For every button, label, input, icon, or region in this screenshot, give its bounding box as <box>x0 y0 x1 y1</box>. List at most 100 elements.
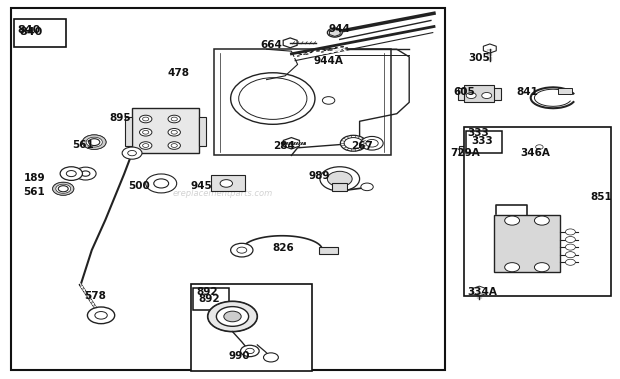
Circle shape <box>122 147 142 159</box>
Circle shape <box>463 149 470 154</box>
Text: 346A: 346A <box>521 148 551 158</box>
Circle shape <box>534 263 549 272</box>
Text: 305: 305 <box>468 53 490 63</box>
Circle shape <box>75 167 96 180</box>
Circle shape <box>264 353 278 362</box>
Text: 892: 892 <box>198 294 220 304</box>
Text: 284: 284 <box>273 141 294 151</box>
Bar <box>14 19 66 47</box>
Text: 334A: 334A <box>467 287 497 297</box>
Text: 892: 892 <box>196 287 218 297</box>
Text: 478: 478 <box>167 68 189 78</box>
Text: 189: 189 <box>24 173 45 183</box>
Text: 841: 841 <box>516 88 538 97</box>
Circle shape <box>565 252 575 258</box>
Wedge shape <box>53 182 74 195</box>
Bar <box>466 131 502 153</box>
Bar <box>332 183 347 191</box>
Text: 826: 826 <box>273 243 294 253</box>
Circle shape <box>140 115 152 123</box>
Circle shape <box>81 171 90 176</box>
Circle shape <box>171 130 177 134</box>
Circle shape <box>536 145 543 149</box>
Bar <box>458 88 501 100</box>
Circle shape <box>534 216 549 225</box>
Circle shape <box>146 174 177 193</box>
Circle shape <box>466 92 476 99</box>
Bar <box>11 8 445 370</box>
Text: 561: 561 <box>24 187 45 197</box>
Circle shape <box>58 186 68 192</box>
Text: 578: 578 <box>84 291 105 301</box>
Text: 840: 840 <box>20 27 43 37</box>
Text: 333: 333 <box>471 136 493 146</box>
Circle shape <box>208 301 257 332</box>
Text: 945: 945 <box>190 182 212 191</box>
Bar <box>199 117 206 146</box>
Text: 840: 840 <box>17 25 41 35</box>
Circle shape <box>168 115 180 123</box>
Circle shape <box>128 150 136 156</box>
Bar <box>464 127 611 296</box>
Text: 333: 333 <box>467 128 489 138</box>
Text: 267: 267 <box>351 141 373 151</box>
Circle shape <box>87 307 115 324</box>
Bar <box>193 288 229 310</box>
Circle shape <box>482 92 492 99</box>
Circle shape <box>66 171 76 177</box>
Circle shape <box>237 247 247 253</box>
Circle shape <box>505 216 520 225</box>
Circle shape <box>53 182 74 195</box>
Circle shape <box>224 311 241 322</box>
Circle shape <box>143 144 149 147</box>
Text: 944A: 944A <box>313 56 343 66</box>
Circle shape <box>60 167 82 180</box>
Circle shape <box>231 243 253 257</box>
Bar <box>494 215 560 272</box>
Bar <box>319 247 338 254</box>
Circle shape <box>171 144 177 147</box>
Circle shape <box>241 345 259 357</box>
Text: 990: 990 <box>228 351 250 360</box>
Circle shape <box>565 236 575 243</box>
Circle shape <box>154 179 169 188</box>
Circle shape <box>366 139 378 147</box>
Circle shape <box>82 135 106 149</box>
Bar <box>459 146 489 155</box>
Circle shape <box>361 183 373 191</box>
Circle shape <box>220 180 232 187</box>
Circle shape <box>505 263 520 272</box>
Text: 989: 989 <box>309 171 330 181</box>
Bar <box>125 117 132 146</box>
Circle shape <box>327 171 352 186</box>
Circle shape <box>361 136 383 150</box>
Circle shape <box>143 117 149 121</box>
Circle shape <box>171 117 177 121</box>
Circle shape <box>95 312 107 319</box>
Circle shape <box>344 138 363 149</box>
Circle shape <box>327 28 342 37</box>
Circle shape <box>168 128 180 136</box>
Circle shape <box>320 167 360 191</box>
Circle shape <box>143 130 149 134</box>
Bar <box>558 88 572 94</box>
Bar <box>211 175 245 191</box>
Circle shape <box>140 128 152 136</box>
Text: 944: 944 <box>329 24 350 34</box>
Text: 895: 895 <box>110 113 131 123</box>
Text: 664: 664 <box>260 41 282 50</box>
Text: 729A: 729A <box>450 148 480 158</box>
Circle shape <box>216 307 249 326</box>
Circle shape <box>246 348 254 354</box>
Text: 851: 851 <box>590 192 612 202</box>
Circle shape <box>565 259 575 265</box>
Wedge shape <box>82 135 106 149</box>
Circle shape <box>565 229 575 235</box>
Text: 605: 605 <box>454 88 476 97</box>
Circle shape <box>140 142 152 149</box>
Circle shape <box>239 78 307 119</box>
Circle shape <box>168 142 180 149</box>
Circle shape <box>565 244 575 250</box>
Text: ereplacementparts.com: ereplacementparts.com <box>173 189 273 198</box>
Bar <box>132 108 199 153</box>
